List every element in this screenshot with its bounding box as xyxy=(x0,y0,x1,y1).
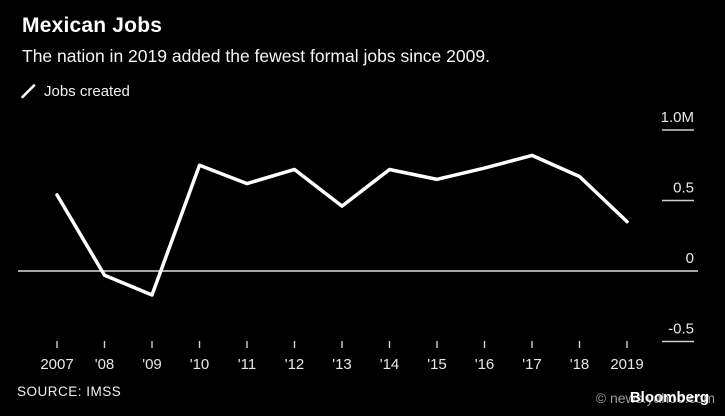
x-axis-label: '16 xyxy=(475,356,495,373)
watermark: © news.yahoo.com Bloomberg xyxy=(525,388,725,410)
y-axis-label: 0.5 xyxy=(673,180,694,197)
x-axis-label: '09 xyxy=(142,356,162,373)
x-axis-label: '18 xyxy=(570,356,590,373)
legend: Jobs created xyxy=(21,83,130,100)
line-series-icon xyxy=(21,84,36,99)
y-axis-label: 1.0M xyxy=(661,109,694,126)
y-axis-label: 0 xyxy=(686,250,694,267)
site-watermark: © news.yahoo.com xyxy=(595,390,715,406)
y-axis-label: -0.5 xyxy=(668,321,694,338)
x-axis-label: '11 xyxy=(238,356,256,373)
x-axis-label: '17 xyxy=(522,356,542,373)
x-axis-label: '14 xyxy=(380,356,400,373)
x-axis-label: '15 xyxy=(427,356,447,373)
x-axis-label: 2007 xyxy=(40,356,73,373)
legend-label: Jobs created xyxy=(44,83,130,100)
x-axis-label: '10 xyxy=(190,356,210,373)
x-axis-label: '13 xyxy=(332,356,352,373)
brand-watermark: Bloomberg xyxy=(629,389,709,406)
chart-subtitle: The nation in 2019 added the fewest form… xyxy=(22,46,490,66)
source-credit: SOURCE: IMSS xyxy=(17,384,122,399)
x-axis-label: '12 xyxy=(285,356,305,373)
jobs-created-line xyxy=(55,153,629,297)
page-title: Mexican Jobs xyxy=(22,14,163,37)
x-axis-label: 2019 xyxy=(610,356,643,373)
x-axis-label: '08 xyxy=(95,356,115,373)
